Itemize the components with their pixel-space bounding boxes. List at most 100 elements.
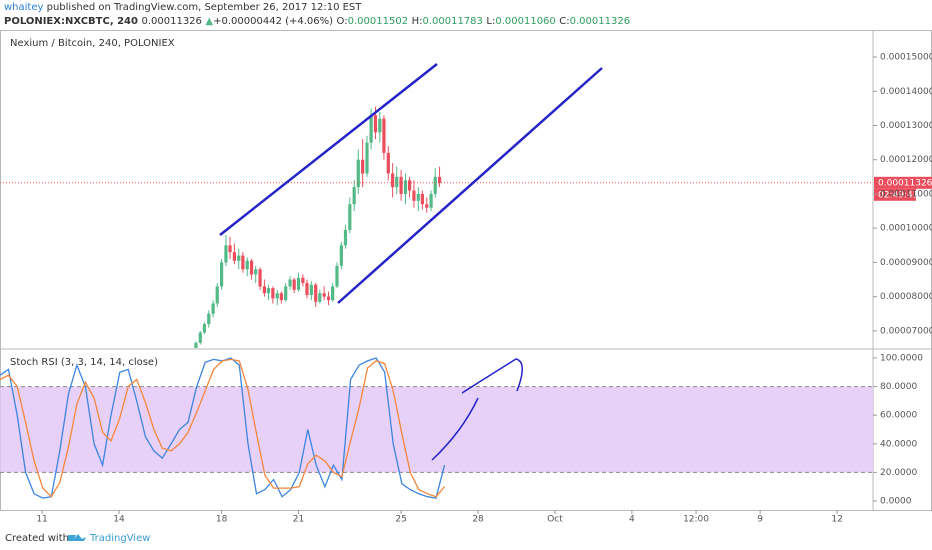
y-tick-label: 60.0000 [880, 411, 917, 421]
candle-body [386, 152, 390, 174]
candle-body [288, 279, 292, 287]
candle-body [369, 115, 373, 143]
logo [68, 534, 86, 541]
candle-body [194, 342, 198, 348]
y-tick-label: 0.00011000 [880, 189, 932, 199]
candle-body [284, 286, 288, 301]
x-tick-label: 9 [757, 515, 763, 525]
ohlc-label: O: [337, 16, 348, 27]
band [0, 386, 873, 473]
hand-drawing[interactable] [461, 358, 523, 394]
candle-body [301, 277, 305, 283]
candle-body [339, 245, 343, 266]
candle-body [228, 245, 232, 253]
candle-body [245, 260, 249, 270]
candle-body [211, 303, 215, 314]
header-line2: POLONIEX:NXCBTC, 240 0.00011326 ▲+0.0000… [4, 16, 630, 27]
candle-body [425, 204, 429, 208]
candle-body [352, 187, 356, 205]
candle-body [348, 204, 352, 230]
candle-body [322, 293, 326, 297]
last-price-box [874, 176, 932, 189]
candle-body [237, 255, 241, 261]
author[interactable]: whaitey [4, 2, 43, 13]
candle-body [296, 277, 301, 290]
candle-body [232, 252, 237, 261]
published: published on TradingView.com, September … [47, 2, 363, 13]
candle-body [433, 176, 437, 194]
candle-body [403, 180, 408, 194]
candle-body [275, 293, 279, 299]
candle-body [429, 193, 433, 208]
footer-brand[interactable]: TradingView [89, 533, 150, 544]
x-tick-label: 21 [293, 515, 304, 525]
x-tick-label: 14 [113, 515, 125, 525]
candle-body [305, 282, 309, 295]
candle-body [416, 193, 420, 201]
candle-body [343, 229, 348, 246]
candle-body [207, 313, 211, 325]
x-tick-label: Oct [547, 515, 563, 525]
y-tick-label: 20.0000 [880, 468, 917, 478]
ohlc-value: 0.00011783 [422, 16, 482, 27]
candle-body [356, 159, 360, 188]
price: 0.00011326 [141, 16, 201, 27]
y-tick-label: 0.00007000 [880, 326, 932, 336]
series-line [0, 358, 445, 498]
candle-body [399, 176, 403, 194]
y-tick-label: 40.0000 [880, 439, 917, 449]
ohlc-label: H: [412, 16, 423, 27]
y-tick-label: 100.0000 [880, 354, 923, 364]
change: +0.00000442 (+4.06%) [213, 16, 333, 27]
candle-body [373, 115, 378, 133]
candle-body [420, 193, 424, 205]
candle-body [258, 269, 262, 287]
axes: 0.00011326 02:49:41 0.00007000 0.00008000 0.… [36, 53, 932, 525]
candle-body [215, 286, 219, 304]
candle-body [378, 118, 382, 133]
candle-body [395, 176, 399, 188]
candle-body [266, 288, 271, 294]
candle-body [326, 296, 331, 301]
candle-body [271, 288, 275, 299]
x-tick-label: 18 [216, 515, 228, 525]
x-tick-label: 11 [36, 515, 47, 525]
trend-line[interactable] [337, 67, 603, 304]
candle-body [318, 293, 322, 302]
y-tick-label: 0.00014000 [880, 87, 932, 97]
candle-body [198, 332, 202, 343]
countdown-box [874, 188, 916, 201]
x-tick-label: 12 [831, 515, 842, 525]
candle-body [382, 118, 386, 153]
candle-body [279, 293, 283, 301]
y-tick-label: 0.00012000 [880, 155, 932, 165]
countdown: 02:49:41 [878, 190, 918, 200]
footer-created: Created with [5, 533, 69, 544]
x-tick-label: 4 [629, 515, 635, 525]
ohlc-label: C: [559, 16, 569, 27]
hand-drawing[interactable] [431, 397, 479, 461]
arrow: ▲ [205, 16, 213, 27]
candle-body [241, 255, 245, 270]
x-tick-label: 28 [472, 515, 484, 525]
candle-body [262, 286, 267, 294]
drawings [219, 63, 603, 304]
header-line1: whaitey published on TradingView.com, Se… [4, 2, 362, 13]
candle-body [361, 159, 365, 174]
candle-body [224, 245, 228, 263]
trend-line[interactable] [219, 63, 438, 236]
candle-body [292, 279, 296, 290]
candle-body [412, 190, 416, 201]
candle-body [219, 262, 224, 287]
candle-body [365, 142, 369, 174]
candle-body [202, 324, 207, 333]
x-tick-label: 12:00 [683, 515, 709, 525]
y-tick-label: 0.0000 [880, 496, 912, 506]
last-price-label: 0.00011326 [878, 178, 932, 188]
y-tick-label: 80.0000 [880, 382, 917, 392]
candle-body [314, 284, 318, 302]
x-tick-label: 25 [395, 515, 406, 525]
rsi-pane-title: Stoch RSI (3, 3, 14, 14, close) [10, 357, 158, 368]
